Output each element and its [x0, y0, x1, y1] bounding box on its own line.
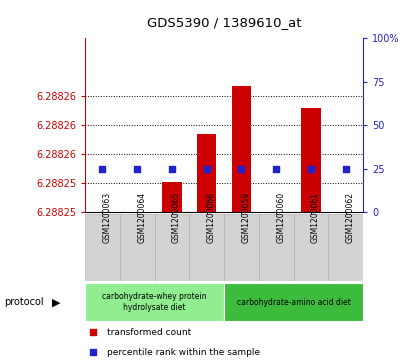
Text: carbohydrate-whey protein
hydrolysate diet: carbohydrate-whey protein hydrolysate di… [103, 293, 207, 312]
Bar [267, 212, 286, 232]
Bar [93, 212, 112, 230]
Bar [120, 214, 155, 281]
Point [297, 272, 303, 278]
Bar [85, 214, 120, 281]
Text: ▶: ▶ [52, 297, 60, 307]
Text: protocol: protocol [4, 297, 44, 307]
Bar [328, 214, 363, 281]
Text: GSM1200061: GSM1200061 [311, 192, 320, 243]
Text: transformed count: transformed count [107, 328, 192, 337]
Text: percentile rank within the sample: percentile rank within the sample [107, 348, 261, 356]
Point [273, 166, 280, 172]
Bar [224, 283, 363, 321]
Point [99, 166, 106, 172]
Point [297, 91, 303, 97]
Text: GSM1200066: GSM1200066 [207, 192, 216, 243]
Text: GSM1200064: GSM1200064 [137, 192, 146, 243]
Bar [301, 108, 320, 212]
Bar [224, 214, 259, 281]
Text: GSM1200063: GSM1200063 [103, 192, 112, 243]
Point [342, 166, 349, 172]
Bar [85, 283, 224, 321]
Bar [189, 214, 224, 281]
Text: GSM1200062: GSM1200062 [346, 192, 355, 243]
Text: GSM1200059: GSM1200059 [242, 192, 251, 243]
Text: GSM1200065: GSM1200065 [172, 192, 181, 243]
Point [134, 166, 141, 172]
Bar [162, 182, 181, 212]
Bar [128, 212, 147, 232]
Point [168, 166, 175, 172]
Point [203, 166, 210, 172]
Text: carbohydrate-amino acid diet: carbohydrate-amino acid diet [237, 298, 351, 307]
Point [308, 166, 314, 172]
Point [238, 166, 245, 172]
Bar [259, 214, 294, 281]
Bar [197, 134, 216, 212]
Bar [154, 214, 189, 281]
Bar [294, 214, 328, 281]
Text: GDS5390 / 1389610_at: GDS5390 / 1389610_at [147, 16, 301, 29]
Text: GSM1200060: GSM1200060 [276, 192, 285, 243]
Bar [232, 86, 251, 212]
